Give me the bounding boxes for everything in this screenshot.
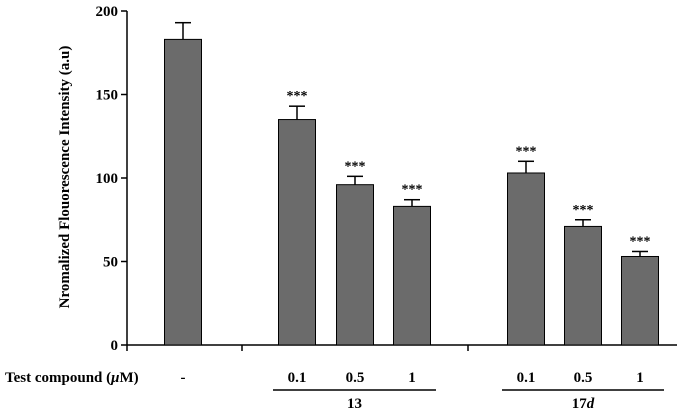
significance-label: *** [573,203,594,218]
y-tick-label: 100 [96,171,119,187]
significance-label: *** [287,89,308,104]
group-label: 17d [572,396,595,412]
bar [278,119,316,346]
y-tick-label: 150 [96,88,119,104]
bar [336,184,374,346]
row-label: Test compound (μM) [5,370,139,386]
bar [393,205,431,346]
concentration-label: 0.5 [346,370,365,386]
y-tick-label: 200 [96,4,119,20]
bar [507,172,545,346]
concentration-label: 0.5 [574,370,593,386]
group-label: 13 [347,396,362,412]
concentration-label: 1 [636,370,644,386]
significance-labels: *** *** *** *** *** *** [287,89,651,249]
bar [621,255,659,346]
concentration-label: 0.1 [517,370,536,386]
x-labels: - 0.1 0.5 1 0.1 0.5 1 Test compound (μM) 13 17d [5,370,664,412]
concentration-label: - [181,370,186,386]
bar [164,38,202,346]
significance-label: *** [402,183,423,198]
y-tick-label: 0 [111,338,119,354]
x-axis [126,344,677,351]
y-tick-label: 50 [103,255,118,271]
significance-label: *** [516,144,537,159]
significance-label: *** [630,234,651,249]
concentration-label: 1 [408,370,416,386]
error-bars [175,21,648,257]
bar [564,225,602,346]
y-axis: 0 50 100 150 200 [96,4,128,354]
concentration-label: 0.1 [288,370,307,386]
y-axis-label: Nromalized Flouorescence Intensity (a.u) [57,46,73,309]
significance-label: *** [345,159,366,174]
bars [164,38,659,346]
